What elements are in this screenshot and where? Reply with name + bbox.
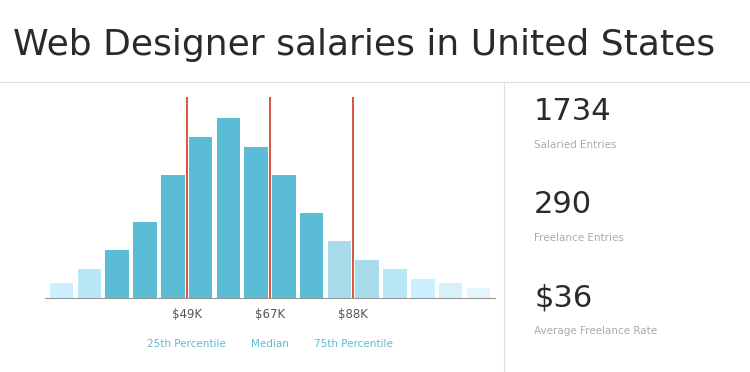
Bar — [411, 279, 434, 298]
Text: $36: $36 — [534, 283, 592, 312]
Text: Average Freelance Rate: Average Freelance Rate — [534, 326, 657, 336]
Text: 75th Percentile: 75th Percentile — [314, 339, 393, 349]
Bar — [244, 147, 268, 298]
Text: $49K: $49K — [172, 308, 202, 321]
Text: $88K: $88K — [338, 308, 368, 321]
Bar — [356, 260, 379, 298]
Text: Median: Median — [251, 339, 289, 349]
Text: Salaried Entries: Salaried Entries — [534, 140, 616, 150]
Bar — [439, 283, 462, 298]
Bar — [328, 241, 351, 298]
Text: Freelance Entries: Freelance Entries — [534, 233, 624, 243]
Bar — [50, 283, 74, 298]
Bar — [300, 213, 323, 298]
Text: 290: 290 — [534, 190, 592, 219]
Bar — [272, 175, 296, 298]
Bar — [383, 269, 406, 298]
Bar — [217, 118, 240, 298]
Text: 1734: 1734 — [534, 97, 612, 126]
Bar — [134, 222, 157, 298]
Bar — [189, 137, 212, 298]
Bar — [78, 269, 101, 298]
Text: $67K: $67K — [255, 308, 285, 321]
Text: Web Designer salaries in United States: Web Designer salaries in United States — [13, 28, 716, 62]
Bar — [161, 175, 184, 298]
Bar — [466, 288, 490, 298]
Text: 25th Percentile: 25th Percentile — [147, 339, 226, 349]
Bar — [106, 250, 129, 298]
